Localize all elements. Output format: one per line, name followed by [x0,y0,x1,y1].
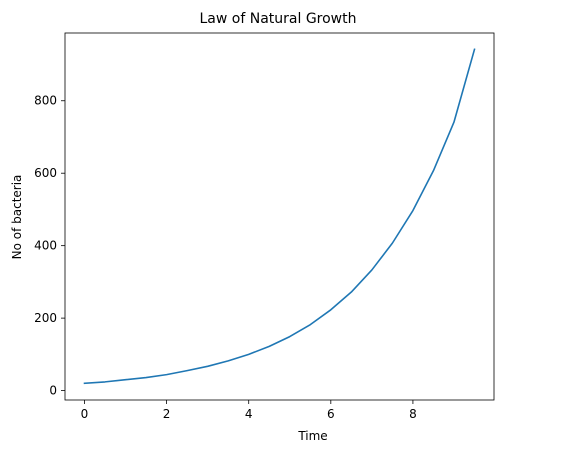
x-tick-label: 2 [163,407,171,421]
chart-title: Law of Natural Growth [200,11,357,27]
series-line-0 [83,48,476,385]
y-tick-label: 800 [34,94,57,108]
plot-frame [64,32,495,401]
axis-ticks: 0 2 4 6 8 0 200 400 600 800 [34,94,417,421]
x-tick-label: 6 [327,407,335,421]
x-tick-label: 0 [81,407,89,421]
series-layer [83,48,476,385]
y-tick-label: 400 [34,239,57,253]
x-tick-label: 8 [409,407,417,421]
y-tick-label: 600 [34,166,57,180]
x-tick-label: 4 [245,407,253,421]
y-tick-label: 200 [34,311,57,325]
x-axis-label: Time [297,429,327,443]
y-tick-label: 0 [49,384,57,398]
y-axis-label: No of bacteria [10,175,24,260]
